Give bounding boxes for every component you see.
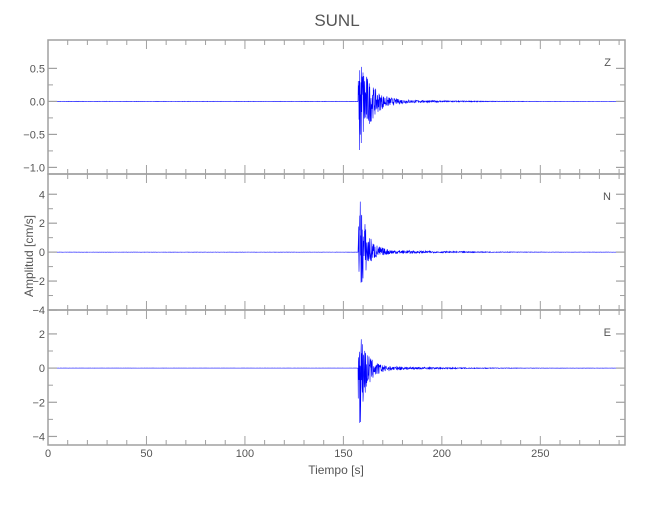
x-tick-label: 250 <box>531 448 549 460</box>
y-tick-label: 0 <box>39 247 45 259</box>
y-tick-label: −4 <box>32 305 45 317</box>
x-tick-label: 200 <box>433 448 451 460</box>
y-tick-label: 0.0 <box>30 96 45 108</box>
panel-frame <box>47 173 626 311</box>
y-tick-label: 4 <box>39 189 45 201</box>
trace-e <box>48 339 625 423</box>
channel-label-e: E <box>604 327 611 339</box>
channel-label-z: Z <box>604 57 611 69</box>
x-tick-label: 0 <box>45 448 51 460</box>
y-tick-label: 0.5 <box>30 63 45 75</box>
y-tick-label: 0 <box>39 363 45 375</box>
y-tick-label: 2 <box>39 329 45 341</box>
y-axis-label: Amplitud [cm/s] <box>22 215 36 297</box>
x-tick-label: 150 <box>334 448 352 460</box>
y-tick-label: −2 <box>32 397 45 409</box>
channel-label-n: N <box>603 191 611 203</box>
y-tick-label: −1.0 <box>23 162 45 174</box>
chart-title: SUNL <box>314 11 359 30</box>
x-axis-label: Tiempo [s] <box>308 463 364 477</box>
panel-frame <box>47 309 626 446</box>
y-tick-label: 2 <box>39 218 45 230</box>
y-tick-label: −0.5 <box>23 129 45 141</box>
x-tick-label: 50 <box>140 448 152 460</box>
y-tick-label: −2 <box>32 276 45 288</box>
x-tick-label: 100 <box>236 448 254 460</box>
y-tick-label: −4 <box>32 431 45 443</box>
trace-n <box>47 201 626 283</box>
panel-frame <box>47 39 626 175</box>
trace-z <box>47 66 626 151</box>
